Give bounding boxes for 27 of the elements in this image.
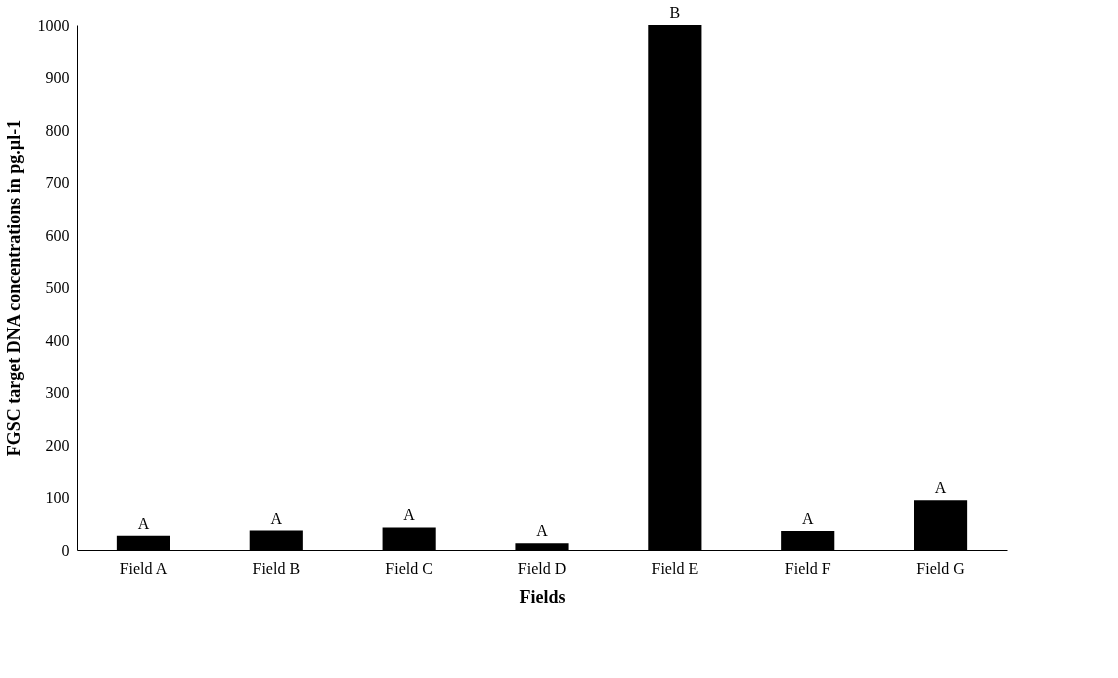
annotation: A — [801, 510, 814, 528]
annotation: A — [934, 479, 947, 497]
y-tick-label: 900 — [45, 69, 70, 86]
x-tick-label: Field D — [517, 559, 567, 577]
y-tick-label: 400 — [45, 331, 70, 349]
annotation: A — [536, 522, 549, 540]
y-tick-label: 1000 — [37, 16, 70, 34]
annotation: B — [669, 4, 681, 21]
x-tick-label: Field A — [119, 559, 168, 577]
y-axis-title: FGSC target DNA concentrations in pg.µl-1 — [3, 119, 24, 457]
y-tick-label: 0 — [61, 541, 70, 559]
y-tick-label: 700 — [45, 174, 70, 191]
x-tick-label: Field E — [651, 559, 699, 577]
y-tick-label: 500 — [45, 279, 70, 296]
annotation: A — [137, 514, 150, 532]
y-tick-label: 200 — [45, 436, 70, 454]
x-tick-label: Field C — [385, 559, 433, 577]
annotation: A — [270, 509, 283, 527]
y-tick-label: 800 — [45, 121, 70, 139]
y-tick-label: 300 — [45, 384, 70, 401]
x-tick-label: Field G — [916, 559, 966, 577]
x-axis-title: Fields — [519, 586, 566, 607]
annotation: A — [403, 506, 416, 524]
y-tick-label: 100 — [45, 489, 70, 506]
y-tick-label: 600 — [45, 226, 70, 244]
x-tick-label: Field F — [784, 559, 831, 577]
x-tick-label: Field B — [252, 559, 301, 577]
